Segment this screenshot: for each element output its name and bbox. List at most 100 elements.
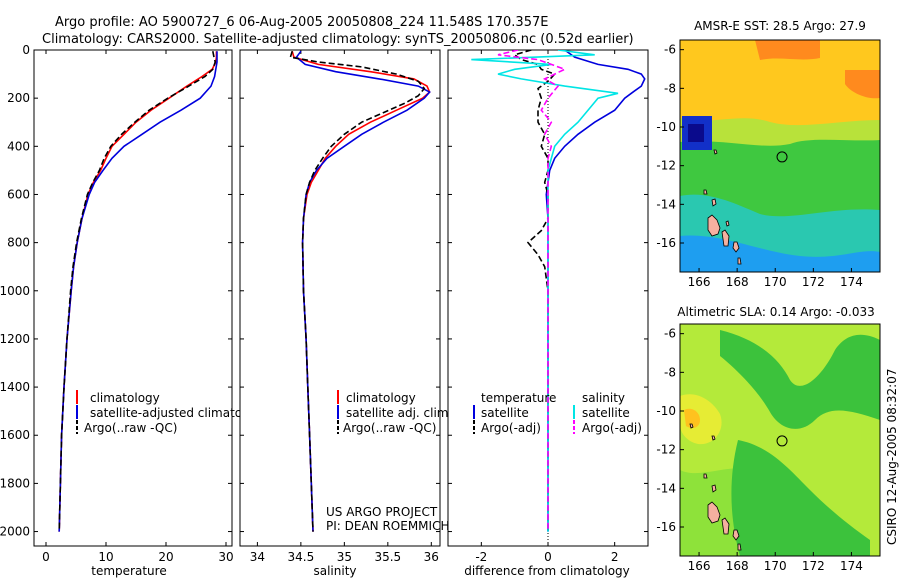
x-tick-label: 0: [42, 550, 50, 564]
island: [703, 189, 708, 195]
island: [725, 220, 730, 227]
temperature-xlabel: temperature: [91, 564, 166, 578]
y-tick-label: 1800: [0, 476, 30, 490]
float-marker: [776, 435, 788, 447]
legend-label-sal-argo: Argo(-adj): [582, 421, 642, 435]
sla-map-title: Altimetric SLA: 0.14 Argo: -0.033: [677, 305, 874, 319]
y-tick-label: 2000: [0, 525, 30, 539]
difference-xlabel: difference from climatology: [464, 564, 630, 578]
project-annotation: US ARGO PROJECT: [326, 505, 438, 519]
island: [707, 214, 721, 237]
sla-map-panel: Altimetric SLA: 0.14 Argo: -0.033 166 168…: [656, 305, 881, 573]
y-tick-label: 600: [7, 187, 30, 201]
sst-map-panel: AMSR-E SST: 28.5 Argo: 27.9 166 1: [656, 19, 881, 289]
legend-label-sal-satellite: satellite: [582, 406, 630, 420]
y-tick-label: -8: [664, 365, 676, 379]
temperature-lines: [58, 51, 218, 532]
y-tick-label: 0: [22, 43, 30, 57]
y-tick-label: -16: [656, 520, 676, 534]
x-tick-label: 172: [802, 275, 825, 289]
temperature-panel: 0 10 20 30 0 200 400 600 800 1000 1200 1400 1600 1800…: [0, 43, 268, 578]
x-tick-label: 35.5: [374, 550, 401, 564]
series-line-argo: [58, 51, 217, 532]
x-tick-label: 0: [544, 550, 552, 564]
x-tick-label: 172: [802, 559, 825, 573]
legend-label-climatology: climatology: [346, 391, 416, 405]
header-line-1: Argo profile: AO 5900727_6 06-Aug-2005 2…: [55, 15, 548, 30]
y-tick-label: -6: [664, 43, 676, 57]
difference-legend: temperature satellite Argo(-adj) salinit…: [473, 391, 642, 435]
island: [721, 517, 730, 535]
y-tick-label: -8: [664, 81, 676, 95]
legend-label-climatology: climatology: [90, 391, 160, 405]
sla-dark-band-north: [720, 330, 880, 429]
island: [737, 257, 742, 265]
float-marker: [776, 151, 788, 163]
x-tick-label: 168: [726, 275, 749, 289]
header-line-2: Climatology: CARS2000. Satellite-adjuste…: [42, 32, 634, 47]
difference-lines: [471, 50, 646, 532]
legend-label-satellite: satellite adj. clim.: [346, 406, 452, 420]
temperature-legend: climatology satellite-adjusted climatolo…: [76, 390, 268, 435]
sla-dark-band-south: [731, 440, 870, 556]
y-tick-label: -12: [656, 159, 676, 173]
y-tick-label: 1000: [0, 284, 30, 298]
y-tick-label: 1600: [0, 428, 30, 442]
legend-label-satellite: satellite-adjusted climatology: [90, 406, 268, 420]
sst-map-ticks: 166 168 170 172 174 -6 -8 -10 -12 -14 -16: [656, 43, 862, 289]
legend-label-temp-argo: Argo(-adj): [481, 421, 541, 435]
sla-islands: [689, 423, 742, 551]
island: [689, 423, 694, 429]
y-tick-label: -10: [656, 120, 676, 134]
y-tick-label: -6: [664, 327, 676, 341]
y-tick-label: 1200: [0, 332, 30, 346]
x-tick-label: 36: [424, 550, 439, 564]
y-tick-label: 800: [7, 236, 30, 250]
sst-orange-spots: [755, 40, 880, 99]
sla-yellow-patch: [680, 394, 722, 445]
y-tick-label: 400: [7, 139, 30, 153]
y-tick-label: -12: [656, 443, 676, 457]
y-tick-label: -16: [656, 236, 676, 250]
x-tick-label: 34.5: [288, 550, 315, 564]
legend-label-argo: Argo(..raw -QC): [84, 421, 177, 435]
sst-warm-region: [680, 40, 880, 136]
legend-label-argo: Argo(..raw -QC): [343, 421, 436, 435]
x-tick-label: 174: [840, 559, 863, 573]
island: [711, 484, 717, 493]
y-tick-label: 1400: [0, 380, 30, 394]
series-line-salinity-argo: [497, 50, 567, 532]
sst-cold-core: [688, 124, 704, 142]
sla-map-ticks: 166 168 170 172 174 -6 -8 -10 -12 -14 -16: [656, 327, 862, 573]
x-tick-label: -2: [475, 550, 487, 564]
island: [711, 198, 717, 207]
sst-islands: [703, 149, 742, 265]
island: [732, 529, 740, 541]
temperature-axes: [33, 49, 233, 547]
sla-orange-spot: [684, 408, 700, 428]
temperature-ticks: 0 10 20 30 0 200 400 600 800 1000 1200 1400 1600 1800…: [0, 43, 234, 564]
x-tick-label: 166: [688, 275, 711, 289]
x-tick-label: 168: [726, 559, 749, 573]
x-tick-label: 170: [764, 275, 787, 289]
x-tick-label: 30: [218, 550, 233, 564]
x-tick-label: 174: [840, 275, 863, 289]
island: [737, 543, 742, 551]
side-label: CSIRO 12-Aug-2005 08:32:07: [885, 369, 899, 545]
sst-cold-region: [680, 235, 880, 272]
pi-annotation: PI: DEAN ROEMMICH: [326, 519, 449, 533]
x-tick-label: 34: [250, 550, 265, 564]
island: [707, 501, 721, 524]
island: [732, 241, 740, 253]
salinity-panel: 34 34.5 35 35.5 36 salinity climatology sate…: [239, 49, 452, 578]
sst-map-field: [680, 40, 880, 272]
island: [721, 229, 730, 247]
x-tick-label: 10: [98, 550, 113, 564]
x-tick-label: 170: [764, 559, 787, 573]
y-tick-label: -14: [656, 197, 676, 211]
x-tick-label: 2: [611, 550, 619, 564]
island: [711, 435, 716, 441]
x-tick-label: 20: [158, 550, 173, 564]
legend-heading-temperature: temperature: [481, 391, 556, 405]
